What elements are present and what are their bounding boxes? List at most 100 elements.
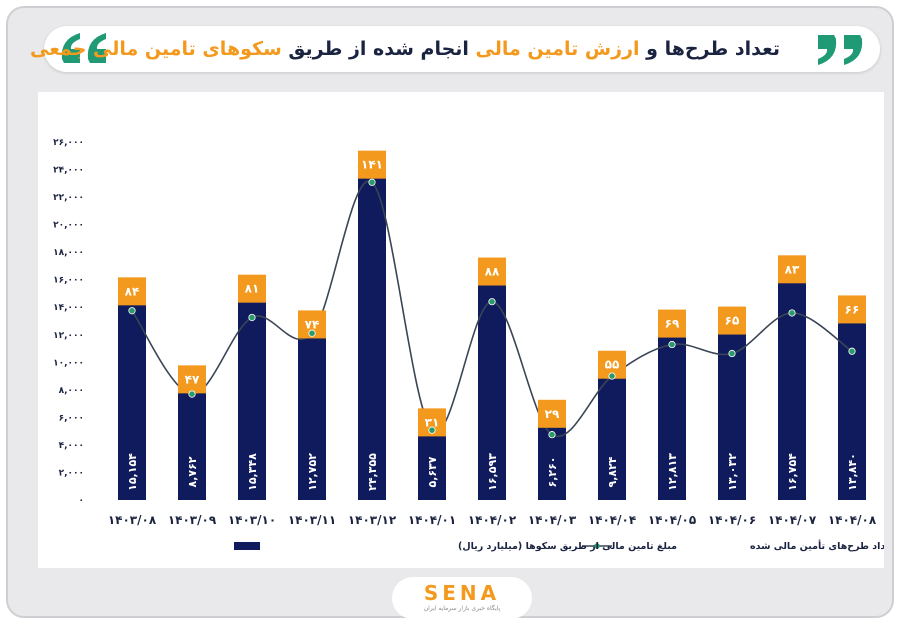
count-badge	[238, 274, 266, 303]
y-tick-label: ۲۴,۰۰۰	[53, 166, 84, 176]
y-tick-label: ۶,۰۰۰	[59, 413, 84, 423]
count-badge-label: ۶۶	[845, 302, 860, 316]
count-point	[248, 313, 256, 322]
x-tick-label: ۱۴۰۴/۰۳	[528, 513, 577, 527]
x-tick-label: ۱۴۰۴/۰۷	[768, 513, 817, 527]
bar-value-label: ۹,۸۲۴	[606, 456, 619, 487]
logo-name: SENA	[423, 581, 501, 605]
bar-value-label: ۸,۷۶۲	[186, 456, 199, 487]
chart: ۰ ۲,۰۰۰ ۴,۰۰۰ ۶,۰۰۰ ۸,۰۰۰ ۱۰,۰۰۰ ۱۲,۰۰۰ ۱۴,۰۰۰ ۱…	[53, 138, 895, 552]
x-tick-label: ۱۴۰۴/۰۸	[828, 513, 877, 527]
page-title: تعداد طرح‌ها و ارزش تامین مالی انجام شده…	[30, 36, 780, 62]
count-point	[608, 372, 616, 380]
title-part1: تعداد طرح‌ها و	[639, 38, 780, 60]
count-badge	[778, 255, 806, 284]
x-tick-label: ۱۴۰۳/۰۸	[108, 513, 157, 527]
count-badge-label: ۷۴	[305, 317, 320, 331]
count-badge-label: ۸۸	[485, 265, 500, 279]
bar	[838, 309, 866, 500]
bar-value-label: ۱۳,۸۴۰	[846, 453, 859, 491]
legend-label-line: تعداد طرح‌های تأمین مالی شده	[750, 539, 884, 552]
bar-value-label: ۱۵,۱۵۴	[126, 453, 139, 491]
count-point	[728, 349, 736, 358]
count-badge-label: ۳۱	[425, 415, 440, 429]
title-part4: سکوهای تامین مالی جمعی	[30, 38, 282, 60]
count-badge-label: ۶۵	[725, 314, 740, 328]
bar-value-label: ۱۶,۵۹۳	[486, 453, 499, 491]
y-tick-label: ۰	[79, 496, 85, 506]
y-tick-label: ۱۸,۰۰۰	[53, 248, 84, 258]
y-tick-label: ۲۰,۰۰۰	[53, 221, 84, 231]
count-badge-label: ۵۵	[605, 358, 620, 372]
count-badge	[478, 257, 506, 286]
bar-value-label: ۶,۲۶۰	[546, 456, 559, 487]
bar	[538, 413, 566, 500]
count-badge-label: ۸۱	[245, 282, 260, 296]
count-badge-label: ۶۹	[665, 317, 680, 331]
count-point	[368, 178, 376, 186]
title-banner: تعداد طرح‌ها و ارزش تامین مالی انجام شده…	[30, 26, 880, 72]
count-badge-label: ۲۹	[545, 407, 560, 421]
x-tick-label: ۱۴۰۴/۰۱	[408, 513, 456, 527]
logo: SENA پایگاه خبری بازار سرمایه ایران	[392, 577, 532, 619]
legend-swatch-bar	[234, 542, 260, 550]
count-badge-label: ۱۴۱	[361, 158, 383, 172]
count-badge	[178, 365, 206, 394]
count-point	[128, 307, 136, 315]
count-badge	[838, 295, 866, 324]
bar-value-label: ۱۲,۷۵۲	[306, 453, 319, 491]
y-tick-label: ۱۰,۰۰۰	[53, 358, 84, 368]
bar-value-label: ۱۲,۸۱۳	[666, 453, 679, 491]
count-badge	[538, 399, 566, 428]
x-tick-label: ۱۴۰۴/۰۶	[708, 513, 756, 527]
count-point	[848, 347, 856, 355]
count-badge	[358, 150, 386, 179]
count-badge	[658, 309, 686, 338]
x-tick-label: ۱۴۰۴/۰۲	[468, 513, 517, 527]
bar	[598, 364, 626, 500]
y-tick-label: ۲۶,۰۰۰	[53, 138, 84, 148]
bar	[178, 379, 206, 500]
y-tick-label: ۸,۰۰۰	[59, 386, 84, 396]
y-tick-label: ۱۶,۰۰۰	[53, 276, 84, 286]
bar	[658, 323, 686, 500]
chart-panel: ۰ ۲,۰۰۰ ۴,۰۰۰ ۶,۰۰۰ ۸,۰۰۰ ۱۰,۰۰۰ ۱۲,۰۰۰ ۱۴,۰۰۰ ۱…	[38, 92, 895, 568]
count-point	[788, 309, 796, 317]
x-tick-label: ۱۴۰۳/۰۹	[168, 513, 217, 527]
count-point	[488, 298, 496, 306]
count-point	[188, 390, 196, 398]
quote-close-icon	[818, 35, 863, 65]
bar	[298, 324, 326, 500]
x-tick-label: ۱۴۰۳/۱۱	[288, 513, 336, 527]
count-badge-label: ۴۷	[185, 372, 200, 386]
bar-value-label: ۵,۶۳۷	[426, 456, 439, 487]
y-tick-label: ۱۴,۰۰۰	[53, 303, 84, 313]
y-tick-label: ۴,۰۰۰	[59, 441, 84, 451]
bar-value-label: ۱۳,۰۳۲	[726, 453, 739, 491]
bar	[238, 288, 266, 500]
legend-swatch-point	[594, 543, 600, 549]
title-part3: انجام شده از طریق	[281, 38, 476, 60]
infographic-frame: تعداد طرح‌ها و ارزش تامین مالی انجام شده…	[6, 6, 895, 619]
bar	[358, 164, 386, 500]
count-point	[668, 340, 676, 349]
logo-subtitle: پایگاه خبری بازار سرمایه ایران	[423, 605, 501, 612]
count-badge	[718, 306, 746, 335]
count-point	[308, 329, 316, 337]
bar	[778, 269, 806, 500]
legend-label-bar: مبلغ تامین مالی از طریق سکوها (میلیارد ر…	[458, 541, 677, 552]
y-tick-label: ۱۲,۰۰۰	[53, 331, 84, 341]
count-badge-label: ۸۴	[125, 284, 140, 298]
count-badge-label: ۸۳	[785, 262, 800, 276]
bar-value-label: ۲۴,۳۵۵	[366, 453, 379, 491]
x-tick-label: ۱۴۰۳/۱۰	[228, 513, 276, 527]
y-tick-label: ۲۲,۰۰۰	[53, 193, 84, 203]
x-tick-label: ۱۴۰۴/۰۴	[588, 513, 636, 527]
y-tick-label: ۲,۰۰۰	[59, 468, 84, 478]
count-point	[548, 431, 556, 439]
quote-open-icon	[61, 33, 106, 63]
count-badge	[118, 277, 146, 306]
bar-value-label: ۱۵,۳۴۸	[246, 453, 259, 491]
title-part2: ارزش تامین مالی	[475, 38, 640, 60]
bar-value-label: ۱۶,۷۵۴	[786, 453, 799, 491]
